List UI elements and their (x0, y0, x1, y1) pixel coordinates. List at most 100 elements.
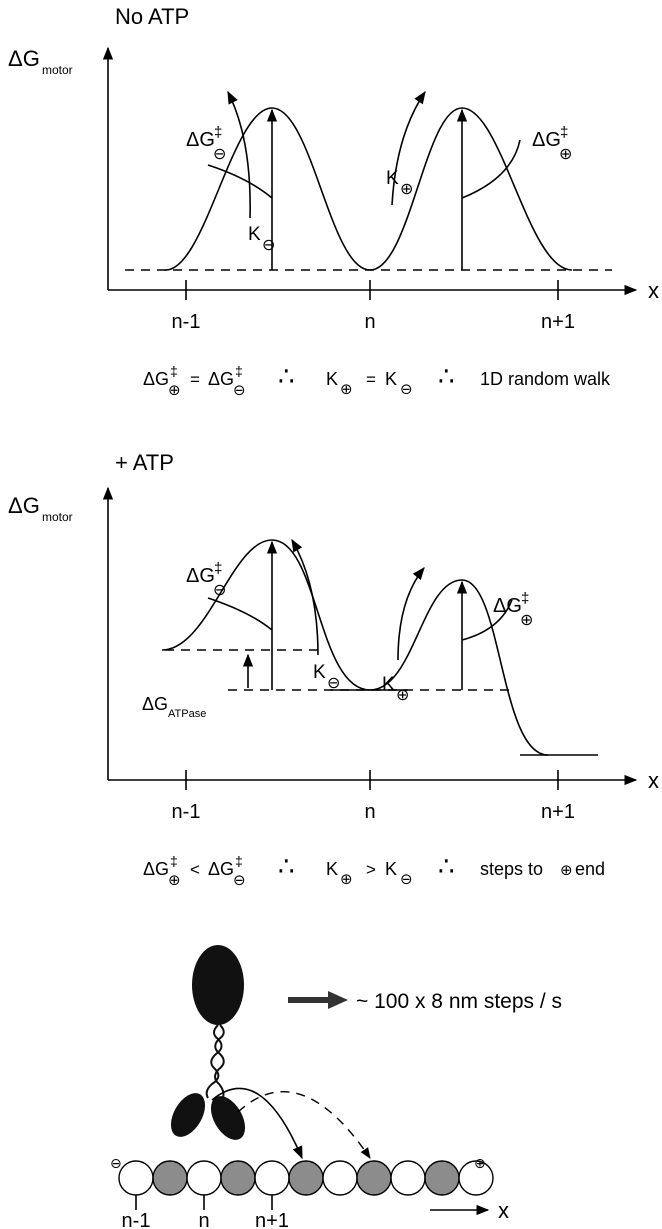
rate-arrow (227, 90, 251, 219)
equation-part: ⊖ (400, 871, 413, 888)
tick-label: n+1 (541, 801, 575, 823)
equation-part: ∴ (438, 851, 455, 881)
equation-part: ΔG (143, 369, 169, 389)
panel-kinesin (118, 945, 494, 1216)
equation-part: ΔG (208, 859, 234, 879)
equation-part: ⊖ (233, 872, 246, 889)
panel-title: No ATP (115, 4, 189, 29)
subscript: ATPase (168, 708, 206, 720)
step-arrow (237, 1090, 371, 1159)
motor-head (170, 1093, 206, 1137)
tick-label: n (364, 311, 375, 333)
cargo-head (192, 945, 244, 1025)
superscript: ‡ (560, 124, 568, 141)
tubulin-subunit (254, 1160, 290, 1196)
subscript: ⊕ (400, 181, 413, 198)
rate-arrow (397, 567, 425, 661)
equation-part: ∴ (438, 361, 455, 391)
motor-head (210, 1096, 246, 1140)
tubulin-subunit (390, 1160, 426, 1196)
equation-part: ΔG (143, 859, 169, 879)
tubulin-subunit (356, 1160, 392, 1196)
tick-label: n (198, 1210, 209, 1229)
tubulin-subunit (424, 1160, 460, 1196)
plus-end: ⊕ (474, 1155, 486, 1171)
x-label: x (648, 278, 659, 303)
energy-curve (164, 107, 573, 271)
delta-g: ΔG (493, 595, 522, 617)
x-label: x (498, 1198, 509, 1223)
tubulin-subunit (322, 1160, 358, 1196)
tick-label: n-1 (172, 311, 201, 333)
subscript: ⊖ (262, 237, 275, 254)
panel-atp (102, 486, 638, 790)
subscript: ⊖ (327, 675, 340, 692)
equation-part: > (366, 860, 376, 879)
rate-k: K (313, 662, 326, 683)
minus-end: ⊖ (110, 1155, 122, 1171)
big-arrow-head (328, 991, 348, 1009)
superscript: ‡ (214, 560, 222, 577)
pointer (207, 597, 273, 631)
equation-part: end (575, 859, 605, 879)
delta-g: ΔG (532, 129, 561, 151)
tubulin-subunit (288, 1160, 324, 1196)
rate-arrow (291, 538, 319, 656)
equation-part: ⊕ (168, 382, 181, 399)
panel-no-atp (102, 46, 638, 300)
equation-part: ΔG (208, 369, 234, 389)
equation-part: K (385, 859, 397, 879)
delta-g: ΔG (186, 129, 215, 151)
pointer (461, 139, 521, 199)
superscript: ‡ (214, 124, 222, 141)
step-arrow (211, 1087, 303, 1160)
y-label: ΔG (8, 46, 40, 71)
tubulin-subunit (118, 1160, 154, 1196)
equation-part: ‡ (170, 363, 178, 379)
rate-k: K (386, 168, 399, 189)
subscript: ⊕ (559, 146, 572, 163)
equation-part: ‡ (170, 853, 178, 869)
tubulin-subunit (186, 1160, 222, 1196)
equation-part: K (326, 369, 338, 389)
equation-part: < (190, 860, 200, 879)
equation-part: ⊕ (560, 862, 573, 879)
equation-part: ⊕ (168, 872, 181, 889)
superscript: ‡ (521, 590, 529, 607)
rate-k: K (382, 674, 395, 695)
equation-part: ∴ (278, 851, 295, 881)
equation-part: ∴ (278, 361, 295, 391)
pointer (207, 164, 273, 199)
tick-label: n-1 (172, 801, 201, 823)
equation-part: ‡ (235, 363, 243, 379)
subscript: ⊕ (520, 612, 533, 629)
tick-label: n-1 (122, 1210, 151, 1229)
equation-part: = (190, 370, 200, 389)
microtubule (118, 1160, 494, 1196)
equation-part: ⊖ (400, 381, 413, 398)
tubulin-subunit (220, 1160, 256, 1196)
tubulin-subunit (152, 1160, 188, 1196)
stalk (205, 1024, 223, 1099)
tick-label: n+1 (541, 311, 575, 333)
rate-k: K (248, 224, 261, 245)
equation-part: ‡ (235, 853, 243, 869)
stalk (214, 1024, 225, 1099)
equation-part: ⊖ (233, 382, 246, 399)
panel-title: + ATP (115, 450, 174, 475)
y-label: ΔG (8, 493, 40, 518)
equation-part: ⊕ (340, 871, 353, 888)
equation-part: ⊕ (340, 381, 353, 398)
equation-part: = (366, 370, 376, 389)
tick-label: n+1 (255, 1210, 289, 1229)
energy-curve (161, 539, 549, 756)
equation-part: K (326, 859, 338, 879)
tick-label: n (364, 801, 375, 823)
equation-part: 1D random walk (480, 369, 611, 389)
equation-part: steps to (480, 859, 543, 879)
pointer (461, 599, 513, 641)
y-label-sub: motor (42, 510, 73, 524)
rate-label: ~ 100 x 8 nm steps / s (356, 990, 562, 1013)
